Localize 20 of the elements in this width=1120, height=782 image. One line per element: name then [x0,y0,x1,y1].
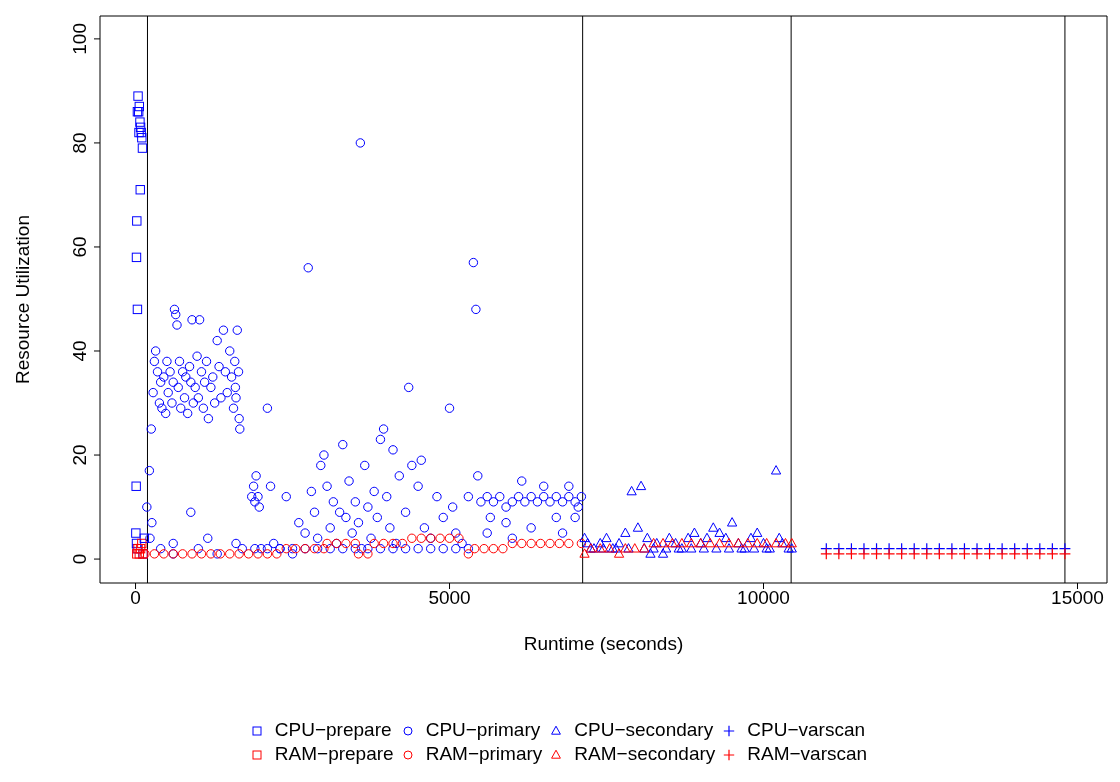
legend-label: CPU−primary [425,718,541,742]
y-tick-label: 40 [69,340,90,362]
x-tick-label: 5000 [428,587,471,609]
x-tick-label: 0 [130,587,141,609]
legend-label: CPU−secondary [574,718,714,742]
legend-label: CPU−prepare [274,718,392,742]
x-tick-label: 15000 [1051,587,1104,609]
y-tick-label: 0 [69,553,90,565]
x-axis-title: Runtime (seconds) [523,633,684,654]
y-axis-title: Resource Utilization [11,215,33,384]
legend-label: RAM−secondary [574,742,716,766]
legend-label: RAM−varscan [747,742,868,766]
legend-label: RAM−prepare [274,742,394,766]
y-tick-label: 80 [69,132,90,154]
y-tick-label: 100 [69,23,90,55]
y-tick-label: 20 [69,444,90,466]
y-tick-label: 60 [69,236,90,258]
x-tick-label: 10000 [737,587,790,609]
legend-label: CPU−varscan [747,718,866,742]
legend-label: RAM−primary [425,742,543,766]
